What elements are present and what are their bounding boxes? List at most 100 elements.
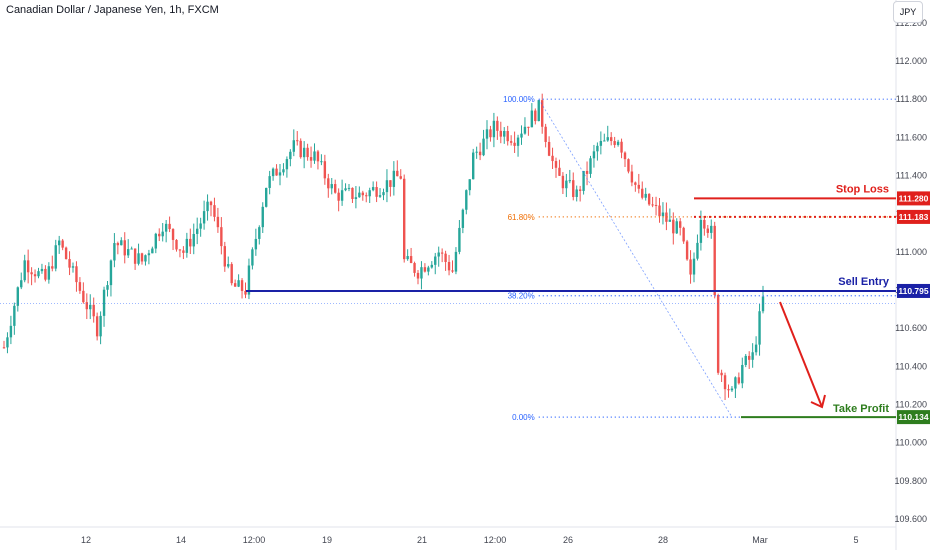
price-tag [897, 283, 930, 298]
candle-body [506, 131, 509, 142]
candle-body [430, 264, 433, 268]
fib-level-label: 38.20% [508, 292, 535, 301]
candle-body [641, 188, 644, 198]
candle-body [47, 266, 51, 280]
candle-body [392, 170, 396, 187]
candle-body [44, 268, 47, 280]
candle-body [599, 140, 603, 146]
candle-body [178, 249, 182, 251]
candle-body [116, 243, 120, 246]
candle-body [754, 344, 758, 353]
candle-body [527, 126, 530, 128]
candle-body [161, 231, 164, 237]
candle-body [26, 260, 30, 273]
stop-loss-label: Stop Loss [836, 183, 889, 195]
candle-body [592, 151, 596, 159]
candle-body [399, 176, 402, 179]
candle-body [485, 129, 489, 139]
candle-body [499, 130, 502, 137]
y-tick-label: 111.800 [896, 94, 927, 104]
candle-body [389, 180, 392, 187]
candle-body [658, 205, 661, 217]
candle-body [192, 233, 195, 247]
candle-body [720, 372, 723, 376]
candle-body [751, 352, 754, 360]
candle-body [541, 100, 544, 127]
price-tag-label: 111.280 [899, 193, 929, 203]
candle-body [309, 157, 313, 161]
fib-level-label: 61.80% [508, 213, 535, 222]
candle-body [713, 225, 716, 296]
price-tag-label: 111.183 [899, 212, 929, 222]
y-tick-label: 111.400 [896, 171, 927, 181]
candle-body [406, 256, 409, 260]
candle-body [213, 205, 216, 217]
candle-body [644, 193, 647, 198]
candle-body [616, 141, 620, 145]
x-tick-label: 14 [176, 535, 186, 545]
candle-body [140, 253, 144, 262]
candle-body [530, 110, 534, 128]
candle-body [240, 280, 244, 291]
candle-body [675, 221, 678, 234]
candle-body [254, 238, 258, 250]
candle-body [371, 187, 375, 191]
y-tick-label: 110.000 [895, 438, 927, 448]
candle-body [496, 120, 499, 131]
candle-body [630, 171, 634, 183]
fib-level-label: 0.00% [512, 413, 535, 422]
projection-arrow-head [810, 394, 826, 409]
candle-body [396, 170, 399, 177]
candle-body [727, 389, 730, 391]
candle-body [685, 241, 689, 260]
candle-body [313, 151, 316, 161]
candle-body [164, 223, 168, 232]
candle-body [489, 129, 492, 138]
candle-body [699, 219, 703, 243]
candle-body [472, 152, 475, 180]
candle-body [278, 172, 282, 176]
candle-body [603, 140, 606, 142]
candle-body [385, 180, 389, 193]
candle-body [306, 147, 309, 158]
candle-body [23, 260, 26, 281]
candle-body [292, 140, 295, 152]
x-tick-label: 12:00 [484, 535, 507, 545]
candle-body [130, 248, 133, 250]
price-tag [897, 209, 930, 224]
candle-body [95, 316, 99, 337]
candle-body [244, 290, 247, 295]
candle-body [340, 190, 344, 201]
candle-body [568, 180, 571, 182]
candle-body [168, 223, 171, 230]
candle-body [196, 228, 199, 234]
currency-button[interactable]: JPY [893, 1, 923, 23]
candle-body [220, 227, 223, 247]
price-tag-label: 110.134 [898, 412, 929, 422]
candle-body [206, 201, 209, 212]
candle-body [520, 133, 523, 138]
candle-body [265, 187, 268, 207]
candle-body [544, 126, 547, 142]
candle-body [78, 282, 82, 291]
candle-body [275, 168, 278, 176]
candle-body [689, 259, 692, 275]
candle-body [175, 239, 178, 250]
candle-body [268, 176, 271, 188]
candle-body [299, 140, 302, 158]
candle-body [233, 283, 237, 287]
candle-body [434, 256, 437, 265]
x-tick-label: 19 [322, 535, 332, 545]
y-tick-label: 111.600 [896, 132, 927, 142]
candle-body [416, 272, 420, 279]
candle-body [613, 141, 616, 145]
candle-body [458, 227, 461, 252]
candle-body [454, 251, 458, 272]
candle-body [465, 190, 468, 210]
candle-body [327, 178, 330, 189]
candle-body [444, 253, 447, 262]
candle-body [144, 255, 147, 262]
candle-body [182, 250, 185, 253]
candle-body [475, 151, 478, 153]
